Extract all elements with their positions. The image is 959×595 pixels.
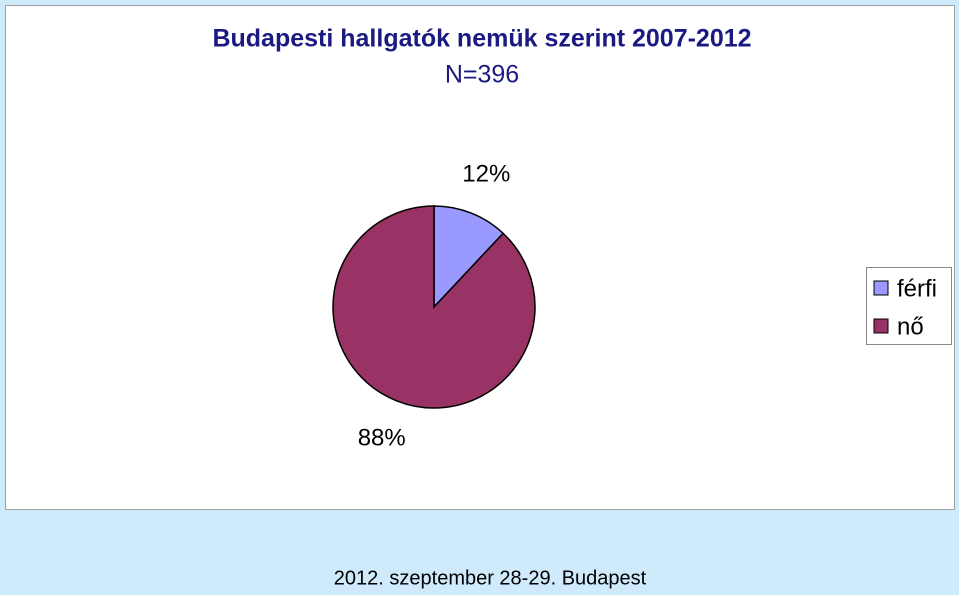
chart-title: Budapesti hallgatók nemük szerint 2007-2… [212, 25, 751, 53]
legend-swatch [873, 318, 889, 334]
legend-label: férfi [897, 275, 937, 302]
data-label: 88% [358, 424, 406, 451]
legend-label: nő [897, 313, 924, 340]
chart-subtitle: N=396 [445, 61, 519, 89]
data-label: 12% [462, 160, 510, 187]
pie-slice [433, 205, 505, 309]
legend-swatch [873, 280, 889, 296]
pie-slice [332, 205, 536, 409]
footer: 2012. szeptember 28-29. Budapest [334, 567, 647, 589]
